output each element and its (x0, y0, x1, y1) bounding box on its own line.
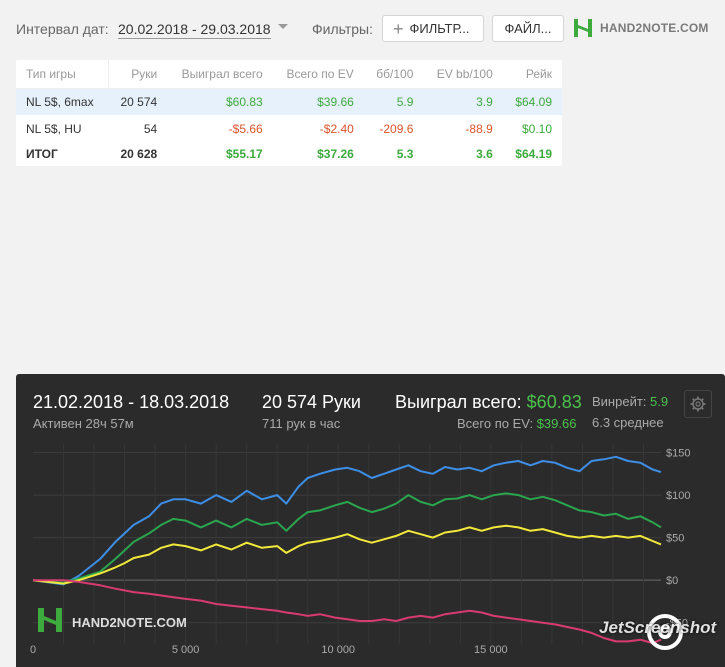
hand2note-logo: HAND2NOTE.COM (572, 17, 709, 39)
y-tick-label: $150 (666, 448, 690, 460)
x-tick-label: 10 000 (321, 644, 355, 656)
chart-logo-text: HAND2NOTE.COM (72, 615, 187, 630)
panel-active-time: Активен 28ч 57м (33, 416, 134, 431)
x-tick-label: 15 000 (474, 644, 508, 656)
col-header-won[interactable]: Выиграл всего (167, 60, 273, 89)
cell-rake: $64.09 (502, 88, 562, 115)
session-graph-panel: 21.02.2018 - 18.03.2018 Активен 28ч 57м … (16, 374, 725, 667)
file-button[interactable]: ФАЙЛ... (492, 15, 564, 42)
cell-total-rake: $64.19 (515, 147, 552, 161)
panel-ev-value: $39.66 (536, 416, 577, 431)
cell-total-hands: 20 628 (120, 147, 158, 161)
col-header-rake[interactable]: Рейк (502, 60, 562, 89)
filters-label: Фильтры: (312, 21, 373, 37)
x-tick-label: 5 000 (172, 644, 200, 656)
panel-winrate: Винрейт: 5.9 (592, 394, 668, 409)
col-header-hands[interactable]: Руки (108, 60, 168, 89)
panel-won-label: Выиграл всего: (395, 392, 522, 412)
cell-total-label: ИТОГ (26, 147, 58, 161)
panel-hands: 20 574 Руки (262, 392, 361, 412)
panel-winrate-label: Винрейт: (592, 394, 647, 409)
hand2note-logo-icon (574, 19, 592, 37)
panel-won-value: $60.83 (526, 392, 582, 412)
table-total-row: ИТОГ 20 628 $55.17 $37.26 5.3 3.6 $64.19 (16, 142, 562, 166)
panel-date-range: 21.02.2018 - 18.03.2018 (33, 392, 230, 412)
y-tick-label: $100 (666, 490, 690, 502)
cell-total-ev: $37.26 (317, 147, 354, 161)
file-button-label: ФАЙЛ... (504, 21, 552, 36)
y-tick-label: $0 (666, 575, 678, 587)
table-header-row: Тип игры Руки Выиграл всего Всего по EV … (16, 60, 562, 89)
panel-average: 6.3 среднее (592, 415, 664, 430)
cell-ev: $39.66 (272, 88, 364, 115)
col-header-ev[interactable]: Всего по EV (272, 60, 364, 89)
plus-icon: + (393, 18, 404, 39)
chart-logo: HAND2NOTE.COM (38, 608, 187, 632)
chart-ticks: $150$100$50$0-$500 5 000 10 000 15 000 (30, 448, 691, 656)
col-header-ev-bb100[interactable]: EV bb/100 (423, 60, 503, 89)
table-row[interactable]: NL 5$, 6max 20 574 $60.83 $39.66 5.9 3.9… (16, 88, 562, 115)
panel-ev-label: Всего по EV: (457, 416, 534, 431)
cell-game-type: NL 5$, 6max (16, 88, 108, 115)
table-row[interactable]: NL 5$, HU 54 -$5.66 -$2.40 -209.6 -88.9 … (16, 115, 562, 142)
cell-rake: $0.10 (521, 121, 552, 136)
chart-grid (33, 444, 661, 644)
col-header-bb100[interactable]: бб/100 (363, 60, 424, 89)
cell-won: -$5.66 (228, 121, 263, 136)
cell-game-type: NL 5$, HU (26, 121, 82, 136)
series-line (32, 524, 662, 585)
panel-ev: Всего по EV: $39.66 (457, 416, 576, 431)
x-tick-label: 0 (30, 644, 36, 656)
panel-winrate-value: 5.9 (650, 394, 669, 409)
cell-hands: 20 574 (108, 88, 168, 115)
gear-icon-glyph (690, 396, 706, 412)
series-line (33, 579, 662, 645)
cell-ev: -$2.40 (319, 121, 354, 136)
chevron-down-icon[interactable] (278, 24, 288, 29)
stats-table: Тип игры Руки Выиграл всего Всего по EV … (16, 60, 562, 166)
series-line (32, 455, 662, 586)
profit-chart[interactable]: $150$100$50$0-$500 5 000 10 000 15 000 HAND… (16, 374, 725, 667)
logo-text: HAND2NOTE.COM (600, 21, 709, 35)
cell-total-ev-bb100: 3.6 (476, 147, 493, 161)
gear-icon[interactable] (684, 390, 712, 418)
cell-bb100: -209.6 (379, 121, 414, 136)
series-line (32, 492, 662, 584)
chart-series (32, 455, 662, 645)
cell-bb100: 5.9 (363, 88, 424, 115)
panel-hands-per-hour: 711 рук в час (262, 416, 341, 431)
cell-ev-bb100: 3.9 (423, 88, 503, 115)
cell-total-bb100: 5.3 (396, 147, 414, 161)
filter-button-label: ФИЛЬТР... (409, 21, 470, 36)
cell-total-won: $55.17 (225, 147, 263, 161)
toolbar: Интервал дат: 20.02.2018 - 29.03.2018 Фи… (16, 14, 715, 44)
watermark-camera-icon (647, 614, 683, 650)
y-tick-label: $50 (666, 533, 684, 545)
col-header-game-type[interactable]: Тип игры (16, 60, 109, 89)
watermark-text: JetScreenshot (599, 618, 717, 637)
filter-button[interactable]: + ФИЛЬТР... (382, 15, 484, 42)
date-range-picker[interactable]: 20.02.2018 - 29.03.2018 (118, 21, 271, 39)
panel-won: Выиграл всего: $60.83 (395, 392, 582, 413)
cell-ev-bb100: -88.9 (465, 121, 493, 136)
cell-won: $60.83 (167, 88, 273, 115)
date-range-label: Интервал дат: (16, 21, 109, 37)
cell-hands: 54 (143, 121, 158, 136)
